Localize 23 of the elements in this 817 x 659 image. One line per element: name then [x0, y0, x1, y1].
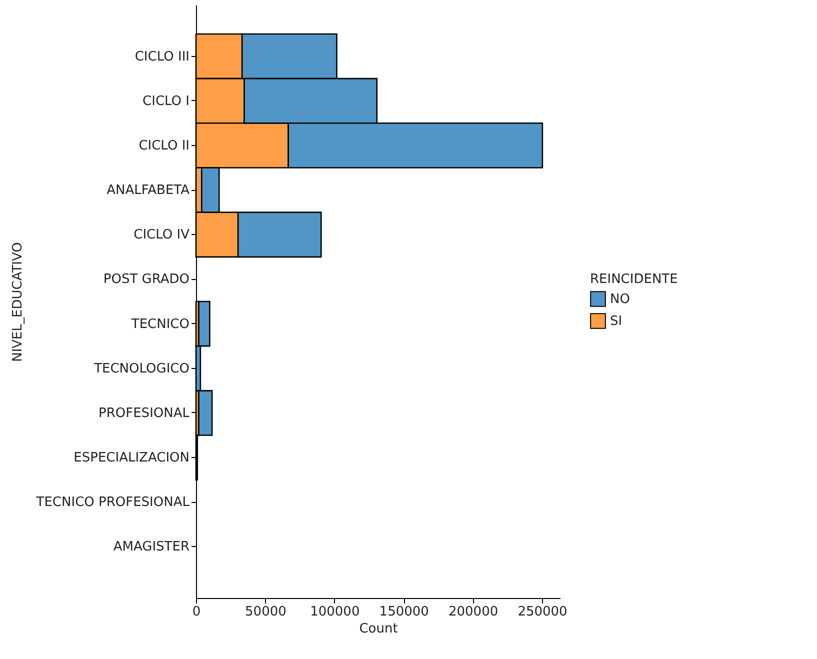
y-tick-label: TECNOLOGICO [93, 361, 190, 376]
x-tick-label: 50000 [245, 604, 286, 620]
x-tick-label: 150000 [379, 604, 429, 620]
y-tick-label: ESPECIALIZACION [74, 450, 190, 466]
y-tick-label: CICLO I [142, 94, 190, 109]
y-tick-label: CICLO III [134, 49, 190, 64]
x-tick-label: 100000 [310, 604, 360, 620]
y-tick-label: POST GRADO [103, 272, 190, 288]
y-tick-label: PROFESIONAL [98, 406, 190, 421]
y-tick-label: CICLO IV [134, 228, 190, 243]
y-axis-title: NIVEL_EDUCATIVO [10, 242, 26, 362]
y-tick-label: TECNICO PROFESIONAL [35, 495, 190, 510]
x-tick-label: 200000 [448, 604, 498, 620]
legend-title: REINCIDENTE [590, 272, 678, 287]
y-tick-label: ANALFABETA [106, 183, 190, 198]
x-tick-label: 0 [192, 604, 201, 620]
x-tick-label: 250000 [518, 604, 568, 620]
y-tick-label: AMAGISTER [113, 540, 190, 555]
y-tick-label: CICLO II [138, 138, 190, 154]
legend-label: NO [610, 292, 630, 307]
y-tick-label: TECNICO [130, 316, 190, 332]
legend-label: SI [610, 314, 622, 329]
x-axis-title: Count [359, 622, 398, 636]
